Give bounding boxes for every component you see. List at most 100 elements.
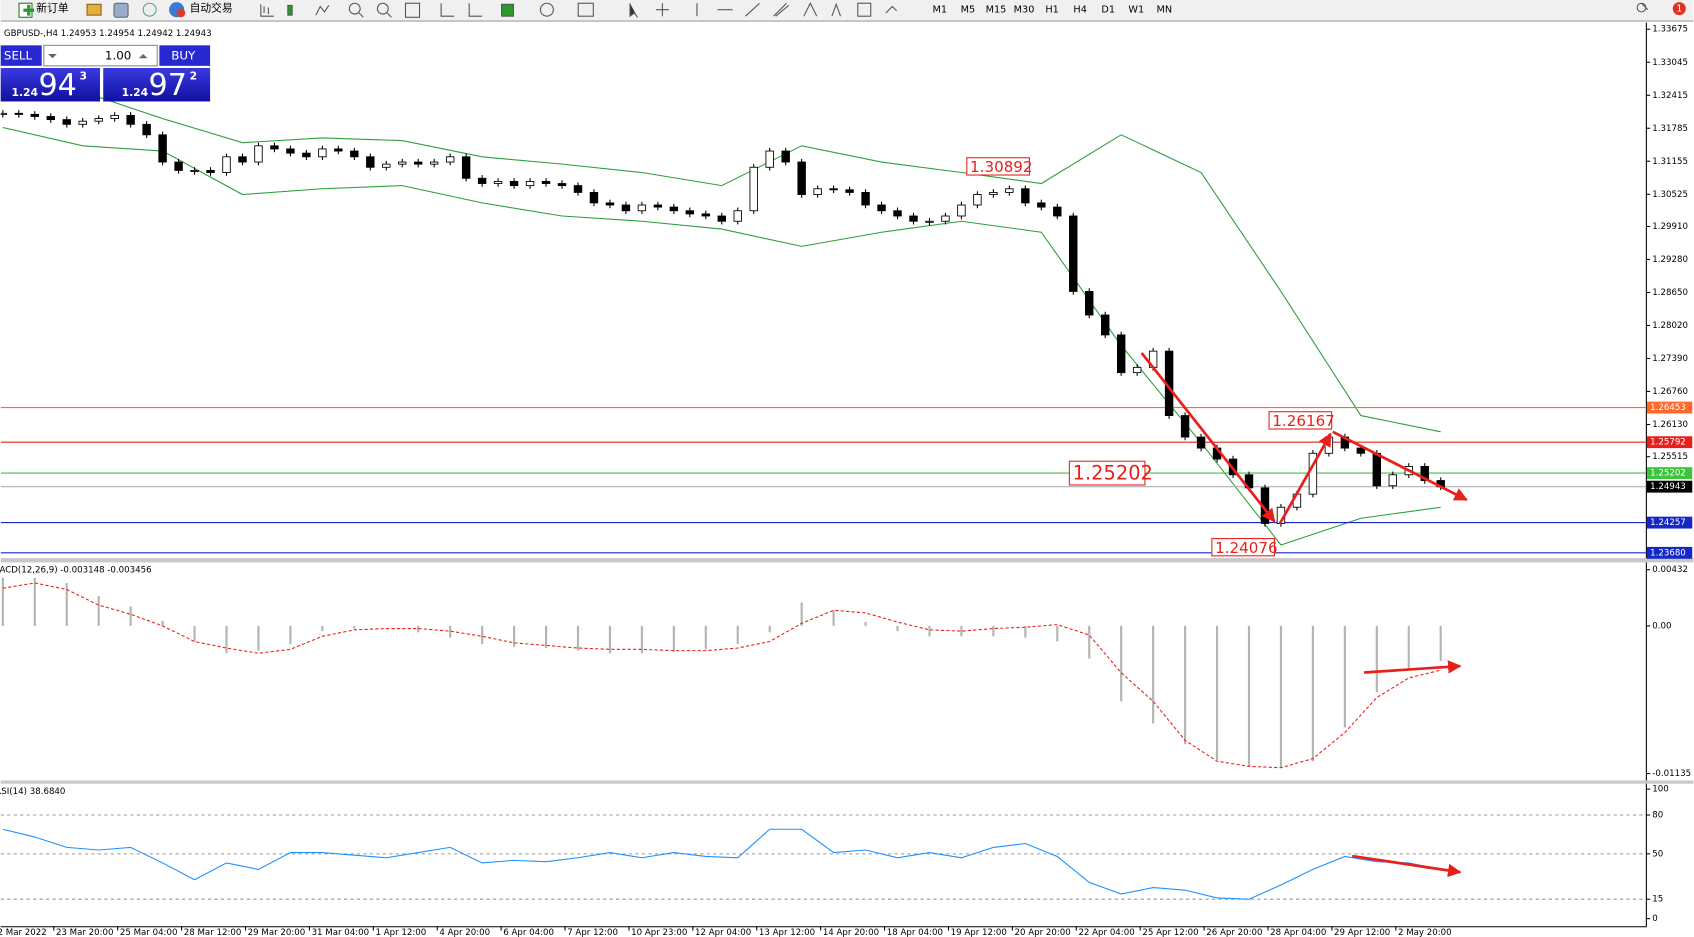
x-tick-label: 28 Mar 12:00 bbox=[184, 928, 242, 937]
icon[interactable] bbox=[629, 3, 639, 18]
price-level-label: 1.24257 bbox=[1650, 518, 1686, 528]
x-tick-label: 7 Apr 12:00 bbox=[567, 928, 618, 937]
price-callout-box bbox=[966, 157, 1030, 176]
timeframe-button[interactable]: M15 bbox=[986, 5, 1007, 16]
candle bbox=[174, 161, 183, 171]
icon[interactable] bbox=[315, 5, 330, 16]
x-tick-label: 1 Apr 12:00 bbox=[375, 928, 426, 937]
icon[interactable] bbox=[260, 4, 274, 17]
candle bbox=[573, 185, 583, 193]
candle bbox=[286, 148, 295, 154]
icon[interactable] bbox=[831, 2, 842, 17]
candle bbox=[877, 204, 886, 212]
candle bbox=[525, 180, 535, 187]
lot-input[interactable] bbox=[43, 44, 158, 67]
timeframe-button[interactable]: W1 bbox=[1128, 5, 1144, 16]
icon[interactable] bbox=[773, 2, 790, 17]
y-tick-label: 1.26760 bbox=[1652, 387, 1688, 397]
y-tick-label: 1.28650 bbox=[1652, 288, 1688, 298]
candle bbox=[509, 180, 519, 187]
timeframe-button[interactable]: M30 bbox=[1014, 5, 1035, 16]
candle bbox=[222, 156, 231, 173]
x-tick-label: 31 Mar 04:00 bbox=[312, 928, 370, 937]
icon[interactable] bbox=[468, 3, 483, 17]
icon[interactable] bbox=[86, 3, 102, 16]
badge-count: 1 bbox=[1676, 4, 1682, 15]
icon[interactable] bbox=[404, 2, 421, 18]
candle bbox=[925, 220, 934, 223]
icon[interactable] bbox=[113, 2, 129, 18]
new-order-label[interactable]: 新订单 bbox=[36, 2, 69, 15]
y-tick-label: 1.28020 bbox=[1652, 321, 1688, 331]
badge[interactable] bbox=[1672, 2, 1686, 16]
x-tick-label: 12 Apr 04:00 bbox=[695, 928, 751, 937]
y-tick-label: 1.33045 bbox=[1652, 58, 1688, 68]
symbol-info: GBPUSD-,H4 1.24953 1.24954 1.24942 1.249… bbox=[4, 29, 212, 39]
price-callout-box bbox=[1211, 538, 1276, 557]
candle bbox=[1021, 188, 1030, 204]
y-tick-label: 0.00432 bbox=[1652, 565, 1688, 575]
drawn-arrows bbox=[1140, 352, 1468, 878]
buy-price[interactable] bbox=[103, 68, 211, 102]
candle bbox=[1101, 314, 1110, 336]
candle bbox=[813, 188, 822, 195]
auto-trading-label[interactable]: 自动交易 bbox=[190, 2, 233, 15]
icon[interactable] bbox=[142, 2, 157, 17]
timeframe-button[interactable]: M1 bbox=[933, 5, 948, 16]
x-tick-label: 10 Apr 23:00 bbox=[631, 928, 687, 937]
price-level-label: 1.25202 bbox=[1650, 469, 1686, 479]
sell-price[interactable] bbox=[0, 68, 100, 102]
candle bbox=[461, 156, 471, 179]
candle bbox=[1116, 334, 1126, 374]
sell-label[interactable]: SELL bbox=[4, 49, 33, 63]
price-callout-box bbox=[1068, 460, 1146, 486]
x-tick-label: 20 Apr 20:00 bbox=[1015, 928, 1071, 937]
buy-label[interactable]: BUY bbox=[171, 49, 196, 63]
timeframe-button[interactable]: H1 bbox=[1045, 5, 1058, 16]
x-tick-label: 22 Mar 2022 bbox=[0, 928, 47, 937]
icon[interactable] bbox=[857, 2, 872, 17]
axes: 22 Mar 2022 23 Mar 20:00 25 Mar 04:00 28 Ma… bbox=[0, 25, 1693, 937]
lot-down[interactable] bbox=[48, 53, 57, 59]
auto-trading-button[interactable]: 自动交易 bbox=[169, 2, 233, 18]
icon[interactable] bbox=[501, 3, 514, 17]
icon[interactable] bbox=[348, 2, 361, 15]
candle bbox=[1053, 206, 1062, 217]
candle bbox=[318, 148, 327, 158]
new-order-button[interactable]: 新订单 bbox=[18, 2, 69, 18]
timeframe-button[interactable]: M5 bbox=[961, 5, 976, 16]
candle bbox=[557, 183, 567, 187]
timeframe-button[interactable]: D1 bbox=[1101, 5, 1115, 16]
candle bbox=[445, 156, 455, 163]
arrow bbox=[1352, 854, 1462, 878]
icon[interactable] bbox=[803, 2, 818, 17]
icon[interactable] bbox=[376, 2, 389, 15]
buy-button[interactable] bbox=[159, 45, 211, 66]
y-tick-label: 1.27390 bbox=[1652, 354, 1688, 364]
candle bbox=[637, 204, 647, 212]
x-tick-label: 25 Apr 12:00 bbox=[1142, 928, 1198, 937]
sell-button[interactable] bbox=[0, 45, 42, 66]
icon[interactable] bbox=[539, 2, 554, 17]
timeframe-button[interactable]: H4 bbox=[1073, 5, 1086, 16]
y-tick-label: 1.31785 bbox=[1652, 124, 1688, 134]
candle bbox=[493, 180, 503, 184]
arrow bbox=[1363, 660, 1462, 674]
price-level-label: 1.23680 bbox=[1650, 548, 1686, 558]
y-tick-label: 1.31155 bbox=[1652, 157, 1688, 167]
pane-separator bbox=[0, 558, 1694, 563]
candle bbox=[206, 169, 215, 173]
timeframe-button[interactable]: MN bbox=[1157, 5, 1173, 16]
icon[interactable] bbox=[440, 3, 455, 17]
icon[interactable] bbox=[287, 4, 293, 16]
lot-value[interactable]: 1.00 bbox=[105, 49, 131, 63]
icon[interactable] bbox=[885, 5, 898, 14]
icon[interactable] bbox=[577, 2, 594, 17]
icon[interactable] bbox=[655, 3, 669, 17]
search-icon[interactable] bbox=[1636, 2, 1649, 13]
lot-up[interactable] bbox=[138, 53, 148, 59]
y-tick-label: 1.29280 bbox=[1652, 255, 1688, 265]
price-pane bbox=[0, 91, 1646, 554]
icon[interactable] bbox=[745, 2, 760, 17]
